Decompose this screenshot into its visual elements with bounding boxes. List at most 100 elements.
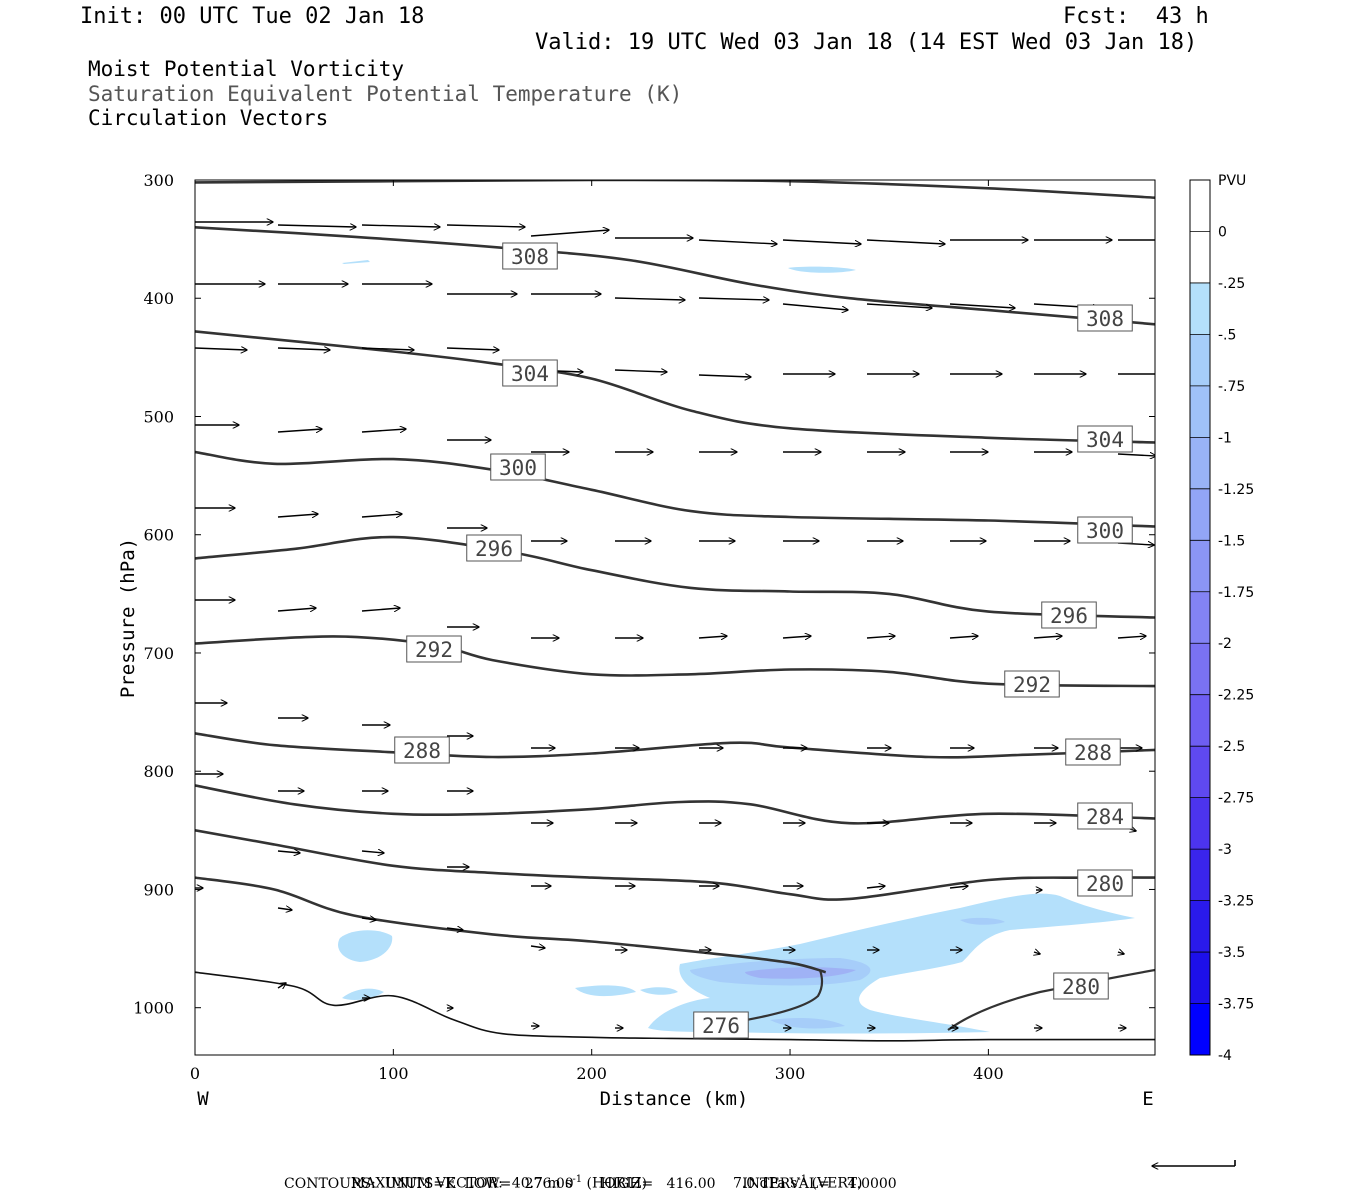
circulation-vector xyxy=(782,239,861,244)
contour-label: 280 xyxy=(1062,975,1100,999)
colorbar-tick-label: -2 xyxy=(1218,636,1232,652)
contour-label-box xyxy=(490,453,546,481)
title-moist-pv: Moist Potential Vorticity xyxy=(88,57,405,81)
circulation-vector xyxy=(949,303,1015,308)
circulation-vector xyxy=(949,636,978,638)
circulation-vector xyxy=(277,851,300,853)
theta-e-contour xyxy=(195,330,1155,444)
contour-info: CONTOURS: UNITS=K LOW= 276.00 HIGH= 416.… xyxy=(284,1176,897,1192)
contour-label-box xyxy=(406,635,462,663)
colorbar-tick-label: -4 xyxy=(1218,1048,1232,1064)
theta-e-contour xyxy=(195,635,1155,688)
circulation-vector xyxy=(446,225,525,227)
theta-e-contour xyxy=(195,180,1155,199)
y-tick-label: 300 xyxy=(143,171,174,190)
x-axis-label: Distance (km) xyxy=(600,1088,749,1110)
contour-label-box xyxy=(1077,516,1133,544)
circulation-vector xyxy=(446,348,499,350)
contour-label-box xyxy=(1077,869,1133,897)
circulation-vector xyxy=(277,983,286,988)
pv-patch xyxy=(745,967,856,979)
contour-label: 304 xyxy=(1086,428,1124,452)
plot-frame xyxy=(194,179,1156,1056)
colorbar-swatch xyxy=(1190,746,1210,799)
colorbar-tick-label: -1.25 xyxy=(1218,482,1254,498)
colorbar-tick-label: 0 xyxy=(1218,224,1227,240)
circulation-vector xyxy=(277,514,318,517)
pv-patch xyxy=(342,260,370,264)
pv-patch xyxy=(640,987,678,995)
circulation-vector xyxy=(530,946,545,948)
colorbar-swatch xyxy=(1190,540,1210,593)
circulation-vector xyxy=(1118,952,1124,954)
circulation-vector xyxy=(614,298,685,300)
theta-e-contour xyxy=(734,969,824,1024)
x-tick-label: 300 xyxy=(775,1064,806,1083)
colorbar-swatch xyxy=(1190,952,1210,1005)
circulation-vector xyxy=(361,514,402,517)
pv-patch xyxy=(788,266,856,273)
circulation-vector xyxy=(1117,454,1155,456)
theta-e-contour xyxy=(195,784,1155,825)
contour-label-box xyxy=(1077,802,1133,830)
colorbar-tick-label: -.25 xyxy=(1218,276,1245,292)
contour-label-box xyxy=(1065,738,1121,766)
colorbar-swatch xyxy=(1190,231,1210,284)
circulation-vector xyxy=(1033,636,1062,638)
circulation-vector xyxy=(361,851,384,853)
circulation-vector xyxy=(698,375,751,377)
y-tick-label: 400 xyxy=(143,289,174,308)
reference-vector-arrow xyxy=(1152,1160,1236,1166)
contour-label: 304 xyxy=(511,362,549,386)
circulation-vector xyxy=(866,636,895,638)
colorbar-swatch xyxy=(1190,694,1210,747)
circulation-vector xyxy=(698,239,777,244)
pv-shading xyxy=(338,260,1135,1034)
x-tick-label: 200 xyxy=(576,1064,607,1083)
pv-patch xyxy=(338,930,393,962)
y-tick-label: 800 xyxy=(143,762,174,781)
contour-label-box xyxy=(466,534,522,562)
forecast-hour: Fcst: 43 h xyxy=(1063,4,1209,29)
y-tick-label: 900 xyxy=(143,880,174,899)
theta-e-contour xyxy=(195,226,1155,326)
circulation-vector xyxy=(1117,636,1146,638)
circulation-vector xyxy=(277,908,292,910)
y-tick-label: 500 xyxy=(143,407,174,426)
pv-patch xyxy=(960,917,1005,925)
contour-label-box xyxy=(502,359,558,387)
x-tick-label: 400 xyxy=(973,1064,1004,1083)
contour-label: 280 xyxy=(1086,872,1124,896)
x-axis-east-label: E xyxy=(1142,1088,1153,1110)
circulation-vector xyxy=(195,348,247,350)
y-tick-label: 700 xyxy=(143,644,174,663)
colorbar-swatch xyxy=(1190,334,1210,387)
colorbar-tick-label: -.5 xyxy=(1218,327,1236,343)
circulation-vector xyxy=(782,636,811,638)
colorbar-swatch xyxy=(1190,849,1210,902)
init-time: Init: 00 UTC Tue 02 Jan 18 xyxy=(80,4,425,29)
circulation-vector xyxy=(361,348,414,350)
contour-label: 300 xyxy=(1086,519,1124,543)
colorbar-tick-label: -1 xyxy=(1218,430,1232,446)
circulation-vector xyxy=(530,230,609,237)
valid-time: Valid: 19 UTC Wed 03 Jan 18 (14 EST Wed … xyxy=(535,30,1198,55)
circulation-vector xyxy=(277,429,322,432)
circulation-vector xyxy=(277,608,316,611)
max-vector-info: MAXIMUM VECTOR: 40.7 m s-1 (HORIZ) 7.0 dP… xyxy=(350,1174,863,1192)
colorbar-tick-label: -.75 xyxy=(1218,379,1245,395)
y-tick-label: 1000 xyxy=(133,999,174,1018)
colorbar-swatch xyxy=(1190,437,1210,490)
y-tick-label: 600 xyxy=(143,526,174,545)
theta-e-contour xyxy=(195,450,1155,528)
colorbar-swatch xyxy=(1190,488,1210,541)
contour-label: 300 xyxy=(499,456,537,480)
circulation-vector xyxy=(782,303,848,310)
colorbar-tick-label: -3.75 xyxy=(1218,997,1254,1013)
circulation-vector xyxy=(361,429,406,432)
colorbar-tick-label: -2.75 xyxy=(1218,791,1254,807)
colorbar-swatch xyxy=(1190,180,1210,232)
title-theta-e: Saturation Equivalent Potential Temperat… xyxy=(88,82,683,106)
circulation-vector xyxy=(277,348,330,350)
